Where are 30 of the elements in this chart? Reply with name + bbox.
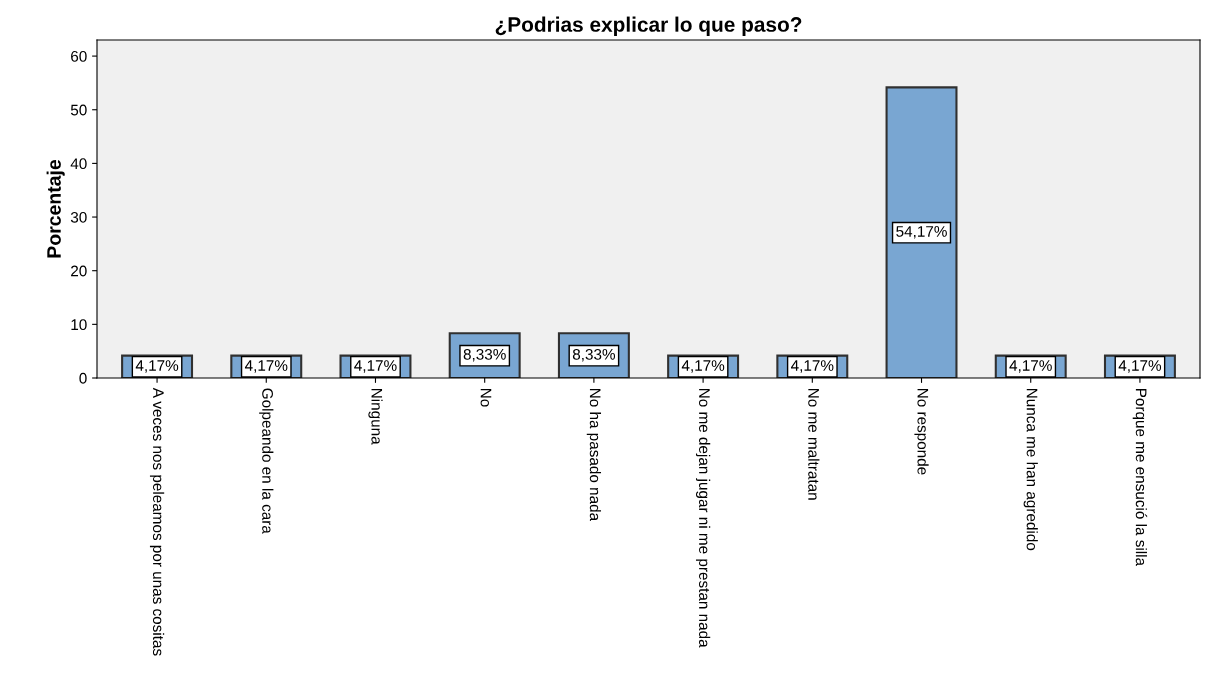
- y-axis-title: Porcentaje: [46, 159, 65, 258]
- data-label: 4,17%: [1009, 360, 1052, 373]
- x-tick-label: No me dejan jugar ni me prestan nada: [695, 388, 711, 648]
- x-tick-label: Porque me ensució la silla: [1132, 388, 1148, 567]
- chart-title: ¿Podrias explicar lo que paso?: [495, 16, 802, 36]
- x-tick-label: No responde: [914, 388, 929, 475]
- x-tick-label: No: [480, 388, 492, 407]
- y-tick-label: 60: [71, 50, 87, 62]
- y-tick-label: 30: [70, 211, 87, 223]
- y-tick-label: 50: [70, 104, 87, 116]
- y-tick-label: 40: [70, 158, 87, 170]
- data-label: 54,17%: [896, 226, 947, 239]
- data-label: 4,17%: [681, 360, 725, 373]
- data-label: 4,17%: [791, 360, 834, 373]
- data-label: 4,17%: [1118, 360, 1162, 373]
- data-label: 4,17%: [135, 360, 179, 373]
- y-tick-label: 20: [71, 265, 87, 277]
- x-tick-label: Nunca me han agredido: [1023, 388, 1038, 551]
- data-label: 4,17%: [354, 360, 397, 373]
- y-tick-label: 10: [71, 319, 87, 331]
- x-tick-label: No me maltratan: [808, 388, 820, 500]
- data-label: 8,33%: [572, 348, 616, 362]
- x-tick-label: A veces nos peleamos por unas cositas: [149, 387, 165, 656]
- x-tick-label: Ninguna: [368, 388, 383, 445]
- y-tick-label: 0: [79, 372, 87, 384]
- bar: [885, 86, 958, 378]
- x-tick-label: No ha pasado nada: [586, 388, 602, 522]
- data-label: 4,17%: [244, 360, 288, 373]
- data-label: 8,33%: [463, 348, 506, 362]
- x-tick-label: Golpeando en la cara: [259, 388, 274, 534]
